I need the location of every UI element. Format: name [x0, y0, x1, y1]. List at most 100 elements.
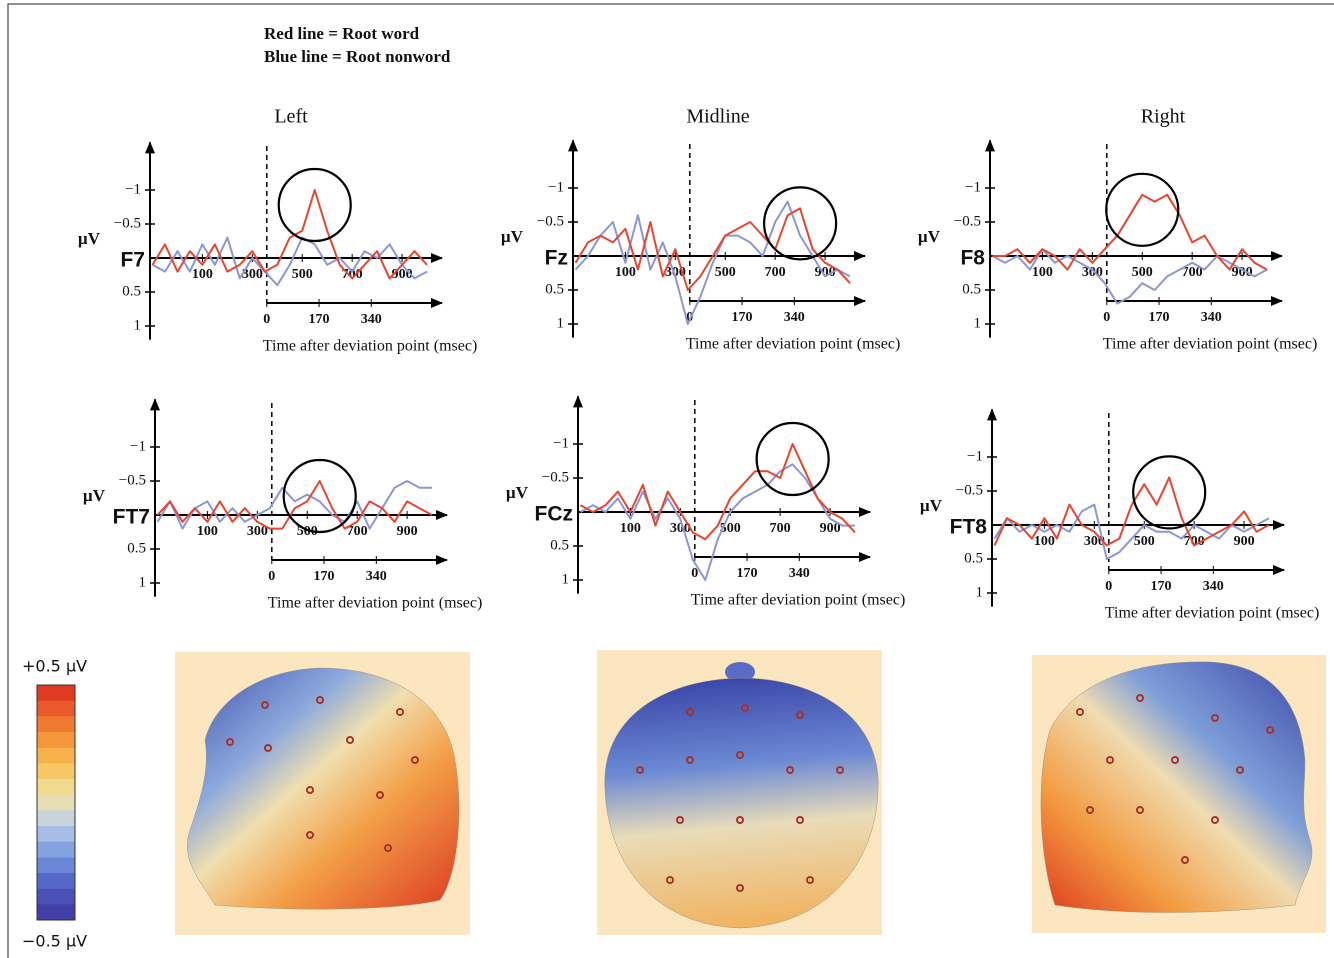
x2-tick-label: 0 [268, 569, 275, 584]
x2-tick-label: 170 [732, 310, 753, 325]
y-tick-label: −0.5 [542, 469, 569, 485]
x-axis-label: Time after deviation point (msec) [263, 338, 477, 355]
peak-highlight [1133, 456, 1205, 528]
y-tick-label: −1 [130, 438, 146, 454]
y-tick-label: 0.5 [127, 540, 146, 556]
x-tick-label: 500 [1134, 534, 1155, 549]
colorbar-swatch [37, 732, 75, 748]
colorbar-max-label: +0.5 µV [22, 657, 87, 676]
x2-tick-label: 340 [366, 569, 387, 584]
y-tick-label: 0.5 [550, 537, 569, 553]
x-tick-label: 500 [1132, 265, 1153, 280]
x-tick-label: 700 [765, 265, 786, 280]
x-tick-label: 900 [397, 524, 418, 539]
electrode-label: FT8 [950, 516, 988, 539]
colorbar-swatch [37, 889, 75, 905]
x-tick-label: 100 [192, 267, 213, 282]
electrode-label: Fz [545, 247, 568, 270]
y-tick-label: −1 [548, 179, 564, 195]
y-tick-label: −0.5 [956, 482, 983, 498]
y-axis-label: µV [83, 486, 106, 505]
y-axis-label: µV [920, 496, 943, 515]
colorbar-swatch [37, 810, 75, 826]
x2-tick-label: 340 [361, 312, 382, 327]
x-tick-label: 100 [620, 521, 641, 536]
y-tick-label: −1 [965, 179, 981, 195]
colorbar-swatch [37, 857, 75, 873]
x-tick-label: 500 [715, 265, 736, 280]
x2-tick-label: 0 [1103, 310, 1110, 325]
x2-tick-label: 340 [1201, 310, 1222, 325]
x-axis-label: Time after deviation point (msec) [1103, 336, 1317, 353]
y-tick-label: −0.5 [537, 213, 564, 229]
colorbar-min-label: −0.5 µV [22, 932, 87, 951]
x2-tick-label: 170 [314, 569, 335, 584]
y-tick-label: 1 [976, 584, 984, 600]
colorbar-swatch [37, 873, 75, 889]
x-tick-label: 500 [292, 267, 313, 282]
x-tick-label: 100 [197, 524, 218, 539]
x-axis-label: Time after deviation point (msec) [691, 592, 905, 609]
y-tick-label: 1 [139, 574, 147, 590]
y-tick-label: 1 [562, 571, 570, 587]
x-tick-label: 100 [615, 265, 636, 280]
x2-tick-label: 170 [309, 312, 330, 327]
y-tick-label: 0.5 [545, 281, 564, 297]
colorbar-swatch [37, 779, 75, 795]
electrode-label: F7 [120, 249, 145, 272]
peak-highlight [757, 423, 829, 495]
electrode-label: FT7 [113, 506, 150, 529]
x-tick-label: 700 [770, 521, 791, 536]
x2-tick-label: 0 [1105, 579, 1112, 594]
legend-entry: Blue line = Root nonword [264, 47, 451, 66]
y-axis-label: µV [501, 227, 524, 246]
x2-tick-label: 340 [789, 566, 810, 581]
y-tick-label: 1 [134, 317, 142, 333]
x2-tick-label: 170 [1151, 579, 1172, 594]
colorbar-swatch [37, 763, 75, 779]
column-title: Left [274, 106, 308, 128]
scalp-map-midline [597, 650, 882, 935]
x2-tick-label: 0 [263, 312, 270, 327]
colorbar-swatch [37, 716, 75, 732]
y-axis-label: µV [78, 229, 101, 248]
x2-tick-label: 170 [1149, 310, 1170, 325]
x-tick-label: 100 [1032, 265, 1053, 280]
erp-line [993, 195, 1268, 270]
column-title: Midline [686, 106, 749, 128]
y-tick-label: 1 [974, 315, 982, 331]
x-tick-label: 900 [392, 267, 413, 282]
x2-tick-label: 340 [784, 310, 805, 325]
colorbar-swatch [37, 748, 75, 764]
y-axis-label: µV [918, 227, 941, 246]
erp-line [576, 202, 851, 324]
peak-highlight [284, 460, 356, 532]
y-tick-label: 0.5 [962, 281, 981, 297]
scalp-map-right [1032, 655, 1326, 933]
x-axis-label: Time after deviation point (msec) [686, 336, 900, 353]
y-axis-label: µV [506, 483, 529, 502]
y-tick-label: −1 [553, 435, 569, 451]
x2-tick-label: 170 [737, 566, 758, 581]
y-tick-label: −0.5 [114, 215, 141, 231]
peak-highlight [1106, 174, 1178, 246]
figure: Red line = Root word Blue line = Root no… [0, 0, 1334, 958]
electrode-label: FCz [535, 503, 574, 526]
x-axis-label: Time after deviation point (msec) [268, 595, 482, 612]
electrode-label: F8 [960, 247, 985, 270]
x-axis-label: Time after deviation point (msec) [1105, 605, 1319, 622]
y-tick-label: 0.5 [122, 283, 141, 299]
colorbar-swatch [37, 685, 75, 701]
colorbar-swatch [37, 904, 75, 920]
y-tick-label: 0.5 [964, 550, 983, 566]
y-tick-label: −1 [125, 181, 141, 197]
colorbar-swatch [37, 842, 75, 858]
column-title: Right [1141, 106, 1186, 128]
scalp-map-left [175, 652, 470, 935]
peak-highlight [279, 169, 351, 241]
